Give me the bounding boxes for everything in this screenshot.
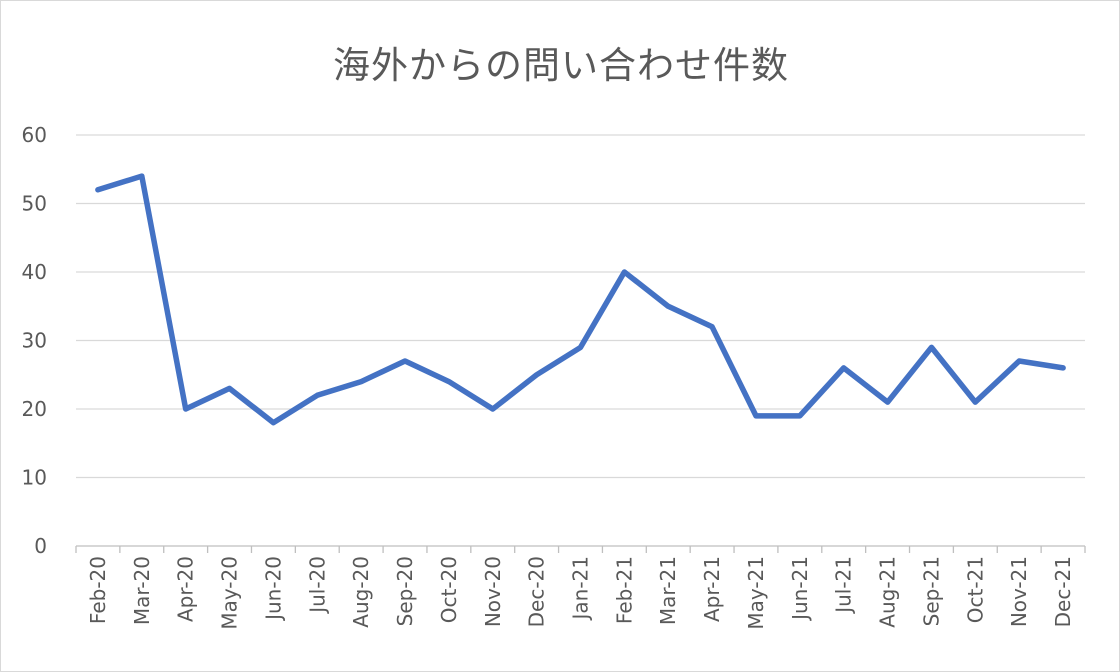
- series-line: [95, 173, 1066, 426]
- y-tick-label: 0: [34, 534, 47, 558]
- x-tick-label: Sep-20: [393, 556, 417, 626]
- x-tick-label: Jun-21: [788, 556, 812, 622]
- x-tick-label: Feb-21: [612, 556, 636, 624]
- x-tick-label: Nov-20: [481, 556, 505, 627]
- y-tick-label: 30: [22, 329, 47, 353]
- x-tick-label: Dec-21: [1051, 556, 1075, 627]
- y-tick-label: 40: [22, 260, 47, 284]
- x-tick-label: Sep-21: [919, 556, 943, 626]
- x-tick-label: Apr-20: [174, 556, 198, 622]
- y-tick-label: 60: [22, 123, 47, 147]
- x-tick-label: Feb-20: [86, 556, 110, 624]
- x-tick-label: Jul-20: [305, 556, 329, 615]
- y-tick-label: 50: [22, 192, 47, 216]
- x-tick-label: Jan-21: [569, 556, 593, 622]
- x-tick-label: May-20: [218, 556, 242, 630]
- x-tick-label: May-21: [744, 556, 768, 630]
- x-tick-label: Jul-21: [832, 556, 856, 615]
- x-tick-label: Aug-21: [876, 556, 900, 628]
- x-tick-label: Oct-21: [963, 556, 987, 623]
- x-tick-label: Jun-20: [261, 556, 285, 622]
- y-tick-label: 10: [22, 466, 47, 490]
- y-tick-label: 20: [22, 397, 47, 421]
- x-tick-label: Mar-21: [656, 556, 680, 625]
- x-tick-label: Aug-20: [349, 556, 373, 628]
- x-tick-label: Mar-20: [130, 556, 154, 625]
- x-tick-label: Nov-21: [1007, 556, 1031, 627]
- x-tick-label: Oct-20: [437, 556, 461, 623]
- x-tick-label: Apr-21: [700, 556, 724, 622]
- chart-title: 海外からの問い合わせ件数: [333, 44, 789, 87]
- x-tick-label: Dec-20: [525, 556, 549, 627]
